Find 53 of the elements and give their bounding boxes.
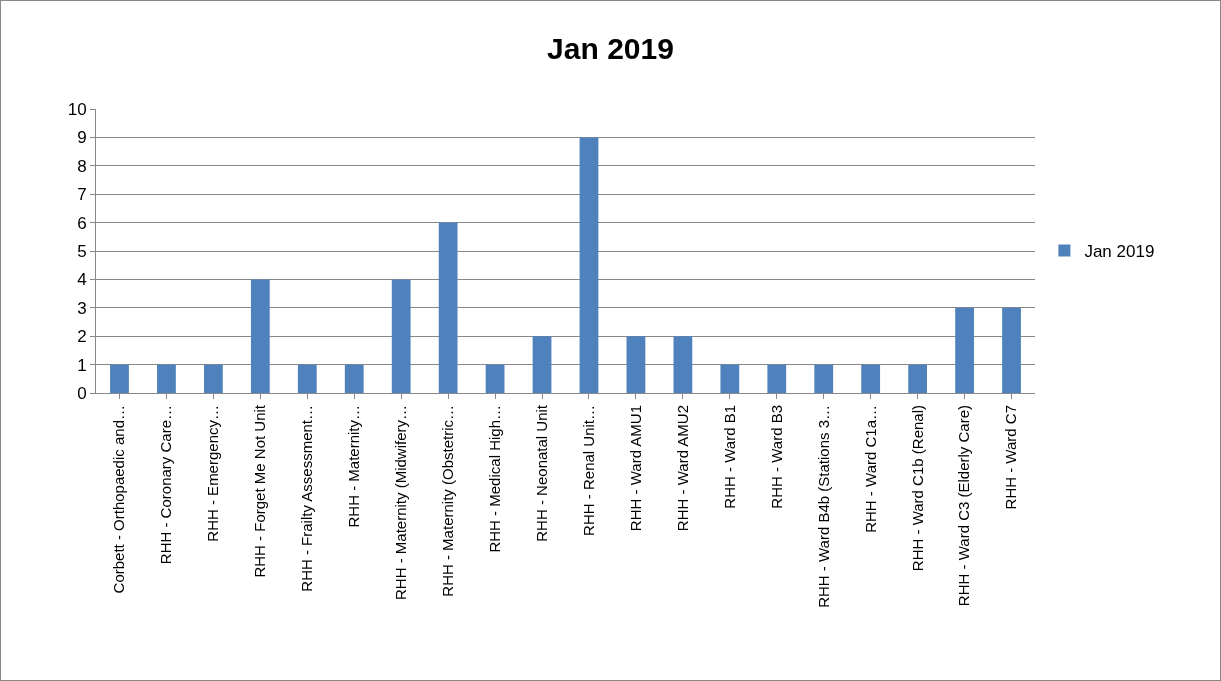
bar — [532, 336, 552, 393]
x-tick-label: RHH - Maternity (Midwifery… — [392, 405, 410, 601]
x-tick-label: RHH - Ward AMU2 — [673, 405, 691, 532]
x-tick-label: RHH - Ward C1a… — [861, 405, 879, 533]
x-tick-label: RHH - Neonatal Unit — [532, 404, 550, 542]
x-tick-label: RHH - Ward B4b (Stations 3… — [814, 405, 832, 608]
bar — [908, 364, 928, 393]
bar — [485, 364, 505, 393]
y-tick-label: 0 — [77, 383, 87, 403]
x-tick-label: RHH - Ward C1b (Renal) — [908, 405, 926, 572]
bar — [438, 222, 458, 393]
x-tick-label: RHH - Forget Me Not Unit — [251, 404, 269, 578]
x-tick-label: RHH - Coronary Care… — [157, 405, 175, 565]
x-tick-label: RHH - Maternity… — [345, 405, 363, 528]
x-tick-label: Corbett - Orthopaedic and… — [110, 405, 128, 594]
bar — [1002, 307, 1021, 393]
bar — [626, 336, 646, 393]
bar — [955, 307, 974, 393]
y-tick-label: 2 — [77, 327, 87, 347]
bar — [297, 364, 317, 393]
bar — [814, 364, 834, 393]
x-tick-label: RHH - Ward B3 — [767, 405, 785, 509]
x-tick-label: RHH - Renal Unit… — [579, 405, 597, 536]
y-tick-label: 7 — [77, 185, 87, 205]
bar — [579, 137, 599, 393]
y-tick-label: 4 — [77, 270, 87, 290]
bar — [344, 364, 364, 393]
y-tick-label: 3 — [77, 298, 87, 318]
bar — [250, 279, 270, 393]
y-tick-label: 9 — [77, 128, 87, 148]
bar — [861, 364, 881, 393]
legend-label: Jan 2019 — [1084, 242, 1155, 262]
bar — [203, 364, 223, 393]
bar — [673, 336, 693, 393]
y-tick-label: 6 — [77, 213, 87, 233]
y-tick-label: 1 — [77, 355, 87, 375]
y-tick-label: 5 — [77, 241, 87, 261]
x-tick-label: RHH - Medical High… — [485, 405, 503, 553]
y-tick-label: 10 — [67, 99, 87, 119]
x-tick-label: RHH - Emergency… — [204, 405, 222, 542]
x-tick-label: RHH - Ward C7 — [1002, 405, 1020, 510]
bar — [767, 364, 787, 393]
y-tick-label: 8 — [77, 156, 87, 176]
bar — [391, 279, 411, 393]
x-tick-label: RHH - Ward C3 (Elderly Care) — [955, 405, 973, 607]
x-tick-label: RHH - Maternity (Obstetric… — [439, 405, 457, 597]
x-tick-label: RHH - Frailty Assessment… — [298, 405, 316, 592]
bar — [157, 364, 176, 393]
chart-title: Jan 2019 — [547, 32, 674, 66]
x-tick-label: RHH - Ward AMU1 — [626, 405, 644, 532]
bar — [110, 364, 129, 393]
bar — [720, 364, 740, 393]
x-tick-label: RHH - Ward B1 — [720, 405, 738, 509]
